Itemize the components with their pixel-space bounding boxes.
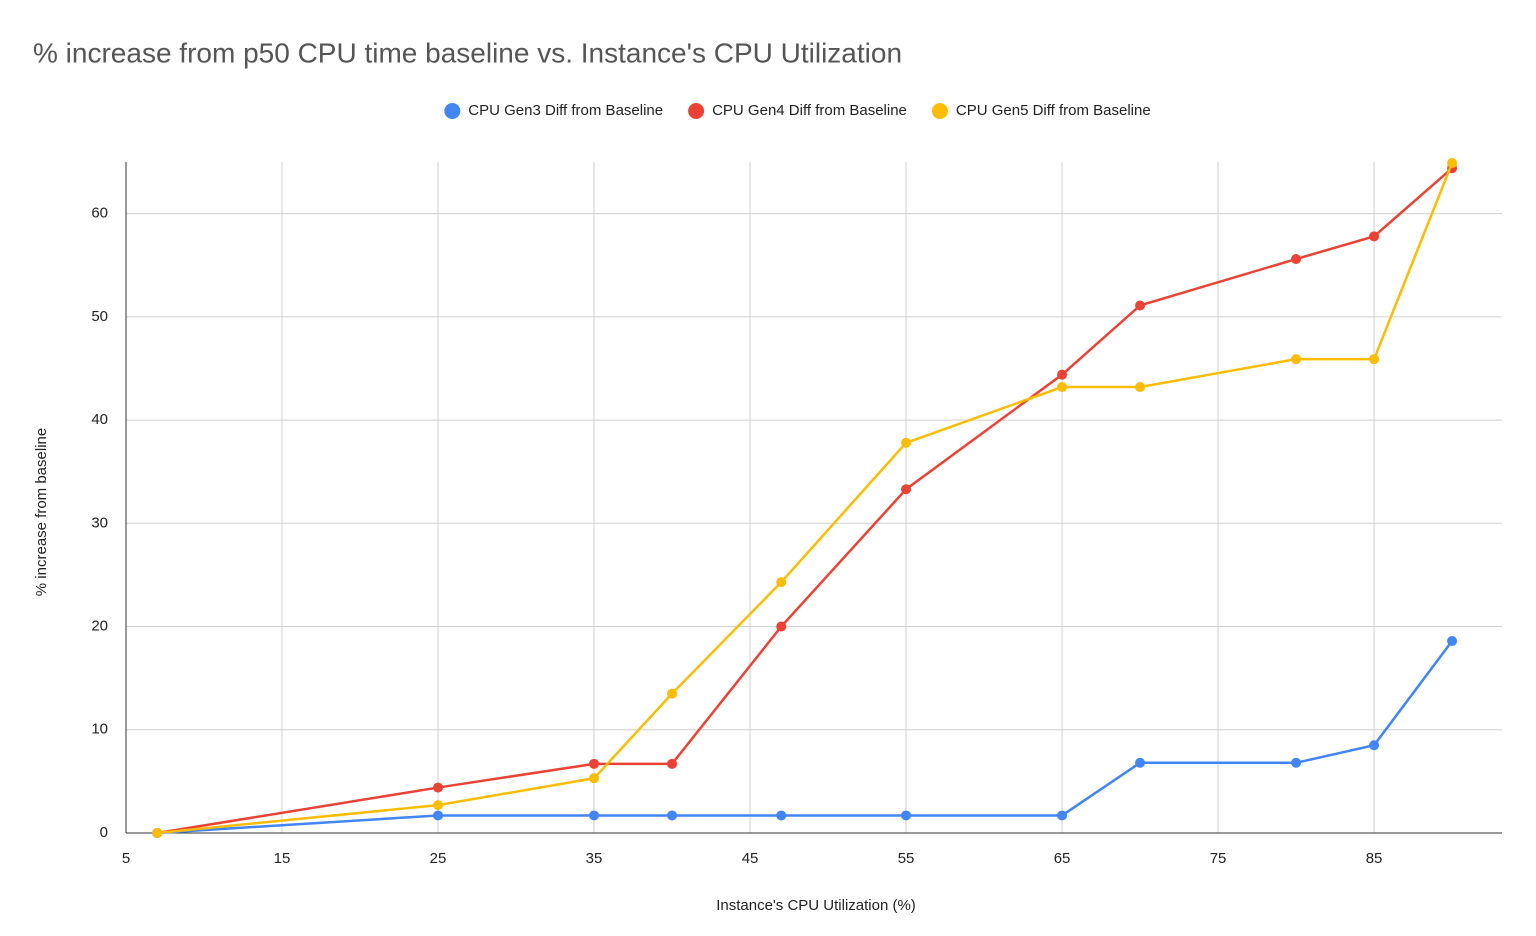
x-tick-label: 55 (898, 850, 915, 867)
legend-marker (444, 103, 461, 119)
data-point (776, 810, 787, 821)
y-tick-label: 30 (91, 514, 108, 531)
y-tick-label: 60 (91, 205, 108, 222)
chart-title: % increase from p50 CPU time baseline vs… (33, 37, 902, 68)
data-point (589, 810, 600, 821)
data-point (1135, 757, 1146, 768)
legend-marker (931, 103, 948, 119)
x-tick-label: 35 (586, 850, 603, 867)
series-line (157, 640, 1454, 835)
data-point (152, 828, 163, 838)
data-point (589, 773, 600, 784)
data-point (1369, 354, 1380, 365)
y-tick-label: 50 (91, 308, 108, 325)
y-axis-label: % increase from baseline (33, 428, 50, 596)
data-point (1447, 158, 1458, 169)
data-point (589, 758, 600, 769)
data-point (433, 800, 444, 811)
x-tick-label: 25 (430, 850, 447, 867)
data-point (433, 782, 444, 793)
data-point (1447, 635, 1458, 646)
x-tick-label: 85 (1366, 850, 1383, 867)
x-tick-label: 5 (122, 850, 130, 867)
data-point (433, 810, 444, 821)
data-point (667, 810, 678, 821)
data-point (1291, 254, 1302, 265)
x-tick-label: 75 (1210, 850, 1227, 867)
data-point (1057, 369, 1068, 380)
data-point (1291, 757, 1302, 768)
data-point (1369, 740, 1380, 751)
data-point (901, 437, 912, 448)
data-point (1369, 231, 1380, 242)
y-tick-label: 40 (91, 411, 108, 428)
y-tick-label: 20 (91, 618, 108, 635)
data-point (1057, 810, 1068, 821)
x-tick-label: 15 (274, 850, 291, 867)
data-point (1135, 382, 1146, 393)
data-point (667, 758, 678, 769)
data-point (776, 621, 787, 632)
legend-label: CPU Gen3 Diff from Baseline (468, 102, 663, 119)
x-tick-label: 65 (1054, 850, 1071, 867)
series-line (157, 167, 1453, 835)
data-point (776, 577, 787, 588)
data-point (667, 688, 678, 699)
y-tick-label: 0 (100, 824, 108, 841)
legend-label: CPU Gen4 Diff from Baseline (712, 102, 907, 119)
data-point (901, 810, 912, 821)
y-tick-label: 10 (91, 721, 108, 738)
data-point (1057, 382, 1068, 393)
data-point (1135, 300, 1146, 311)
data-point (1291, 354, 1302, 365)
data-point (901, 484, 912, 495)
legend-label: CPU Gen5 Diff from Baseline (956, 102, 1151, 119)
series-line (157, 162, 1454, 835)
legend-marker (688, 103, 705, 119)
x-axis-label: Instance's CPU Utilization (%) (716, 897, 916, 914)
x-tick-label: 45 (742, 850, 759, 867)
